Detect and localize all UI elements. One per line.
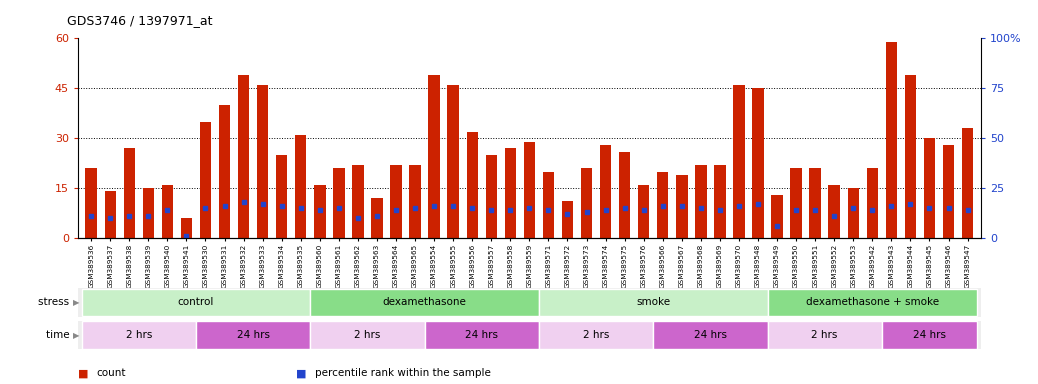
Text: 2 hrs: 2 hrs — [812, 330, 838, 340]
Text: GDS3746 / 1397971_at: GDS3746 / 1397971_at — [67, 14, 213, 27]
Bar — [867, 168, 878, 238]
Text: ▶: ▶ — [73, 298, 79, 307]
Text: dexamethasone: dexamethasone — [383, 297, 466, 308]
Bar — [539, 289, 767, 316]
Text: smoke: smoke — [636, 297, 671, 308]
Bar — [310, 289, 539, 316]
Text: 24 hrs: 24 hrs — [913, 330, 946, 340]
Bar — [962, 128, 974, 238]
Text: time: time — [46, 330, 73, 340]
Bar — [124, 148, 135, 238]
Bar — [523, 142, 536, 238]
Bar — [295, 135, 306, 238]
Bar — [810, 168, 821, 238]
Bar — [276, 155, 288, 238]
Bar — [600, 145, 611, 238]
Bar — [199, 122, 211, 238]
Text: 2 hrs: 2 hrs — [354, 330, 381, 340]
Bar — [82, 321, 196, 349]
Bar — [882, 321, 977, 349]
Bar — [504, 148, 516, 238]
Text: count: count — [97, 368, 126, 378]
Bar — [196, 321, 310, 349]
Bar — [352, 165, 363, 238]
Bar — [924, 138, 935, 238]
Bar — [257, 85, 269, 238]
Bar — [181, 218, 192, 238]
Bar — [429, 75, 440, 238]
Bar — [733, 85, 744, 238]
Bar — [425, 321, 539, 349]
Bar — [638, 185, 650, 238]
Bar — [539, 321, 653, 349]
Bar — [943, 145, 954, 238]
Text: 24 hrs: 24 hrs — [237, 330, 270, 340]
Bar — [753, 88, 764, 238]
Bar — [162, 185, 173, 238]
Bar — [657, 172, 668, 238]
Bar — [333, 168, 345, 238]
Text: percentile rank within the sample: percentile rank within the sample — [315, 368, 490, 378]
Bar — [372, 198, 383, 238]
Bar — [581, 168, 593, 238]
Bar — [619, 152, 630, 238]
Bar — [653, 321, 767, 349]
Bar — [142, 188, 154, 238]
Text: stress: stress — [38, 297, 73, 308]
Text: ■: ■ — [78, 368, 88, 378]
Text: 2 hrs: 2 hrs — [126, 330, 152, 340]
Text: ■: ■ — [296, 368, 306, 378]
Bar — [767, 289, 977, 316]
Text: 24 hrs: 24 hrs — [693, 330, 727, 340]
Bar — [676, 175, 687, 238]
Bar — [828, 185, 840, 238]
Bar — [447, 85, 459, 238]
Bar — [905, 75, 917, 238]
Bar — [409, 165, 420, 238]
Bar — [695, 165, 707, 238]
Bar — [390, 165, 402, 238]
Bar — [543, 172, 554, 238]
Bar — [486, 155, 497, 238]
Bar — [562, 202, 573, 238]
Bar — [885, 42, 897, 238]
Bar — [105, 192, 116, 238]
Bar — [219, 105, 230, 238]
Bar — [767, 321, 882, 349]
Bar — [310, 321, 425, 349]
Text: ▶: ▶ — [73, 331, 79, 339]
Text: control: control — [177, 297, 214, 308]
Text: 24 hrs: 24 hrs — [465, 330, 498, 340]
Bar — [238, 75, 249, 238]
Bar — [848, 188, 859, 238]
Bar — [771, 195, 783, 238]
Bar — [315, 185, 326, 238]
Text: dexamethasone + smoke: dexamethasone + smoke — [805, 297, 939, 308]
Bar — [85, 168, 97, 238]
Bar — [714, 165, 726, 238]
Bar — [790, 168, 801, 238]
Text: 2 hrs: 2 hrs — [583, 330, 609, 340]
Bar — [466, 132, 477, 238]
Bar — [82, 289, 310, 316]
